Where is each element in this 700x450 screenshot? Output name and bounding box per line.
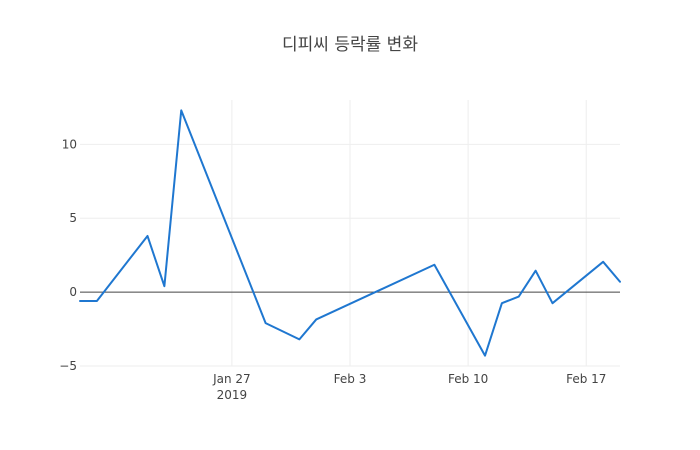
y-tick-label: −5 [59,359,77,373]
x-tick-label: Feb 10 [448,372,488,386]
x-tick-sublabel: 2019 [217,388,248,402]
x-tick-label: Jan 27 [212,372,251,386]
y-tick-label: 5 [69,211,77,225]
chart-title: 디피씨 등락률 변화 [282,35,418,55]
grid-layer [80,100,620,367]
axis-layer: Jan 27 2019 Feb 3 Feb 10 Feb 17 10 5 0 −5 [59,137,620,402]
y-tick-label: 10 [62,137,77,151]
series-layer [79,109,621,357]
x-tick-label: Feb 17 [566,372,606,386]
series-line [79,109,621,357]
y-tick-label: 0 [69,285,77,299]
x-tick-label: Feb 3 [334,372,367,386]
